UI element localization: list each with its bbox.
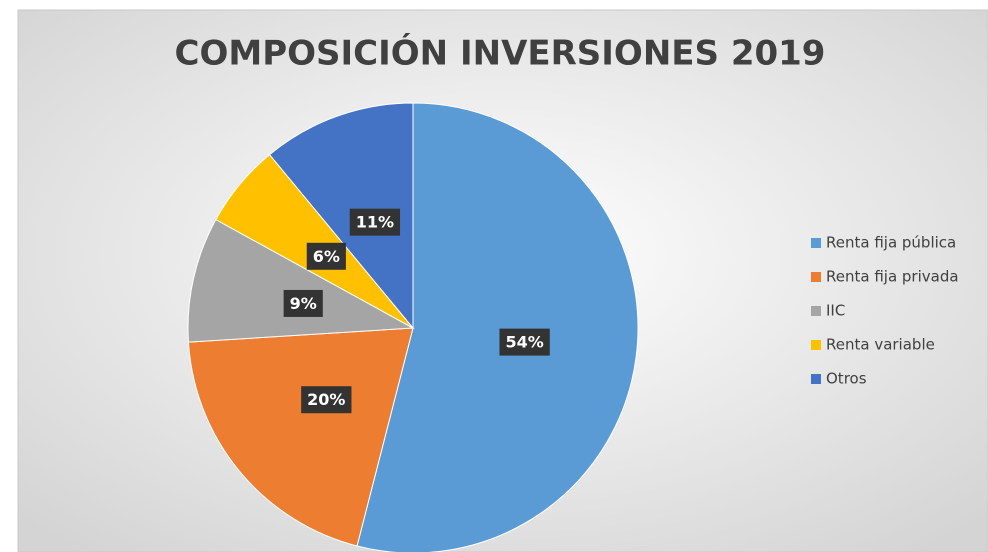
data-label-box [301,386,352,414]
chart-title: COMPOSICIÓN INVERSIONES 2019 [175,33,826,74]
data-label: 6% [313,247,340,266]
legend-label: Otros [826,370,867,388]
pie-slice [187,327,414,547]
data-label: 54% [505,333,543,352]
legend-label: Renta fija privada [826,268,959,286]
legend-swatch [811,340,821,350]
legend-label: Renta fija pública [826,234,956,252]
pie-slice [356,102,639,552]
pie-slice [187,218,415,343]
legend-swatch [811,238,821,248]
legend-label: IIC [826,302,845,320]
data-label-box [349,208,401,236]
legend-swatch [811,374,821,384]
data-label: 9% [290,294,317,313]
data-label: 11% [356,213,394,232]
legend-swatch [811,306,821,316]
data-label-box [499,328,550,356]
legend-swatch [811,272,821,282]
data-label-box [306,242,346,270]
legend-label: Renta variable [826,336,935,354]
pie-slice [268,102,414,330]
data-label-box [283,289,323,317]
data-label: 20% [307,390,345,409]
